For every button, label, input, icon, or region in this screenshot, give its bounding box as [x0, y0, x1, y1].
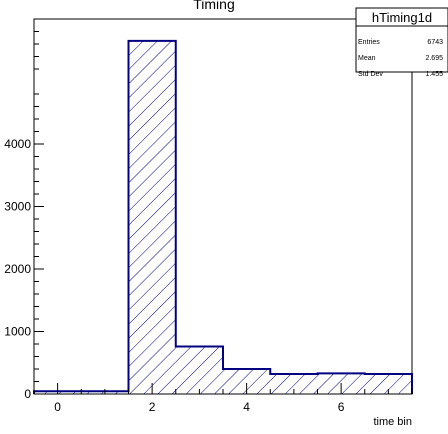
y-tick-label: 1000: [4, 325, 31, 339]
y-tick-label: 0: [24, 387, 31, 401]
histogram-bar-fill: [364, 374, 412, 394]
stats-box-background: [355, 7, 448, 73]
y-tick-label: 2000: [4, 262, 31, 276]
stats-box-rows: Entries 6743 Mean 2.695 Std Dev 1.455: [358, 39, 443, 78]
axes: 0 1000 2000 3000 4000 0 2 4 6: [4, 31, 413, 414]
stats-box-title: hTiming1d: [372, 10, 432, 25]
chart-title: Timing: [193, 0, 235, 12]
stats-row-value: 6743: [427, 39, 443, 46]
y-tick-label: 4000: [4, 137, 31, 151]
plot-frame-rect: [33, 18, 413, 395]
stats-box: hTiming1d Entries 6743 Mean 2.695 Std Dev 1.4…: [355, 7, 448, 78]
histogram-bars: [33, 39, 413, 394]
stats-row-value: 2.695: [425, 55, 443, 62]
stats-row-value: 1.455: [425, 71, 443, 78]
histogram-bar-fill: [128, 40, 176, 394]
plot-frame: [33, 18, 413, 395]
x-tick-label: 2: [149, 400, 156, 414]
stats-row-label: Std Dev: [358, 71, 383, 78]
histogram-bar-fill: [270, 374, 318, 394]
y-tick-label: 3000: [4, 200, 31, 214]
x-axis-label: time bin: [373, 416, 412, 428]
x-tick-label: 6: [338, 400, 345, 414]
histogram-bar-fill: [175, 346, 223, 394]
x-tick-label: 4: [243, 400, 250, 414]
stats-row-label: Mean: [358, 55, 376, 62]
x-tick-label: 0: [54, 400, 61, 414]
stats-row-label: Entries: [358, 39, 380, 46]
histogram-outline: [33, 39, 413, 394]
